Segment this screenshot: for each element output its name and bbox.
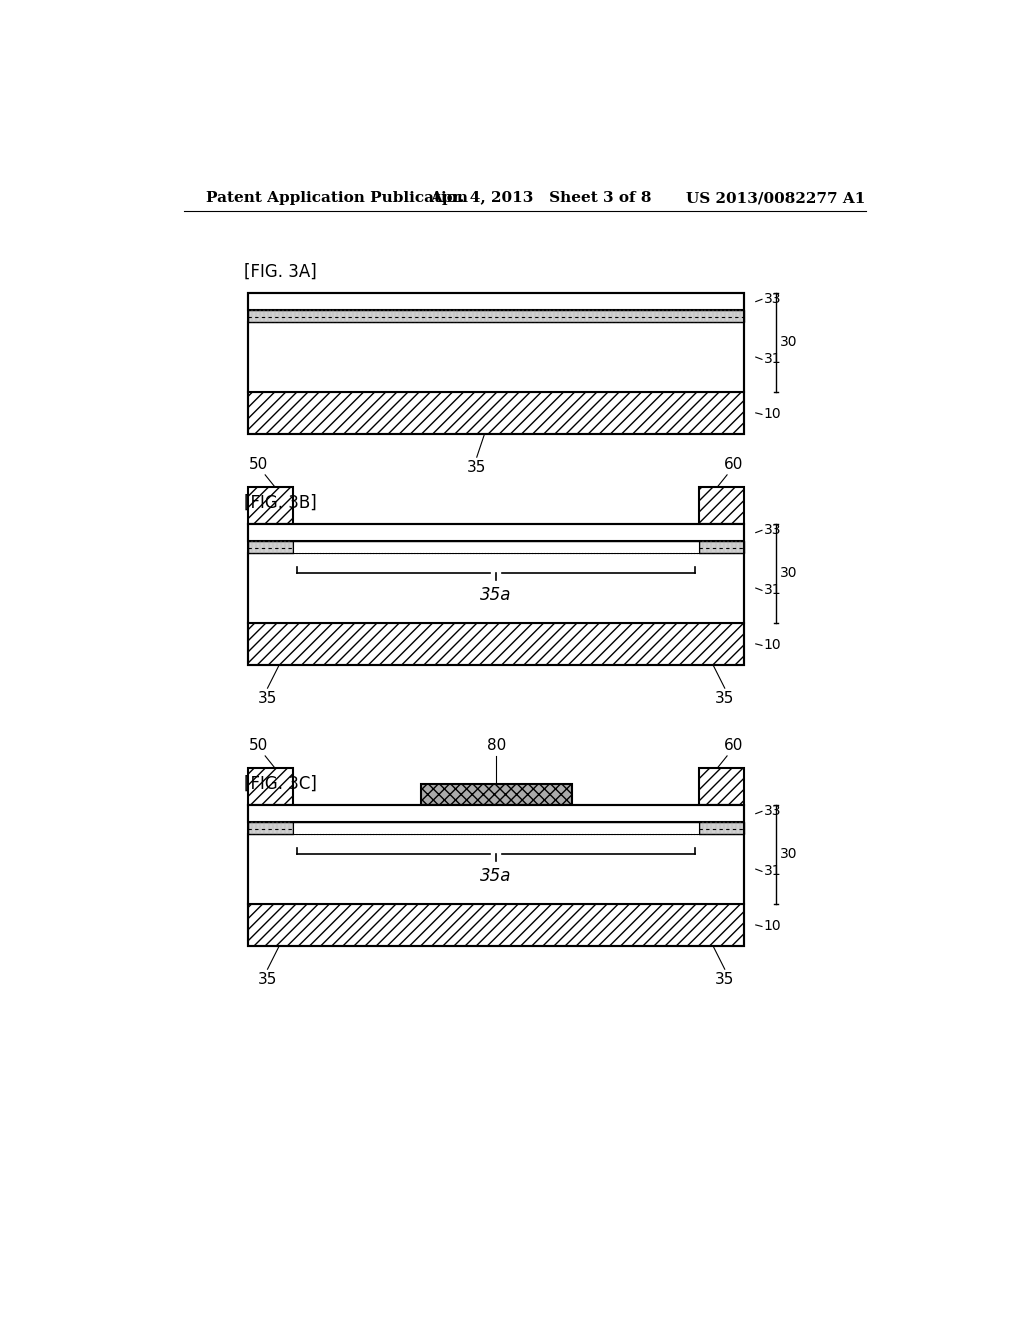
Bar: [248, 822, 293, 834]
Bar: [248, 487, 293, 524]
Text: 50: 50: [250, 738, 268, 752]
Bar: [248, 310, 744, 322]
Text: [FIG. 3C]: [FIG. 3C]: [245, 775, 317, 792]
Text: 31: 31: [764, 865, 781, 878]
Bar: [248, 322, 744, 392]
Text: 60: 60: [724, 457, 743, 471]
Bar: [248, 293, 744, 310]
Text: 30: 30: [779, 847, 798, 862]
Text: 35: 35: [715, 692, 734, 706]
Bar: [248, 805, 744, 946]
Text: 30: 30: [779, 566, 798, 581]
Text: 33: 33: [764, 523, 781, 537]
Text: 60: 60: [724, 738, 743, 752]
Bar: [293, 541, 699, 553]
Bar: [248, 392, 744, 434]
Text: US 2013/0082277 A1: US 2013/0082277 A1: [686, 191, 865, 206]
Bar: [248, 805, 744, 822]
Text: 35: 35: [258, 692, 278, 706]
Text: 35: 35: [258, 973, 278, 987]
Text: 33: 33: [764, 804, 781, 818]
Bar: [248, 623, 744, 665]
Text: 30: 30: [779, 335, 798, 350]
Bar: [293, 822, 699, 834]
Bar: [248, 293, 744, 434]
Text: 10: 10: [764, 408, 781, 421]
Text: [FIG. 3B]: [FIG. 3B]: [245, 494, 317, 512]
Bar: [699, 487, 744, 524]
Bar: [248, 524, 744, 541]
Text: Apr. 4, 2013   Sheet 3 of 8: Apr. 4, 2013 Sheet 3 of 8: [430, 191, 651, 206]
Text: 31: 31: [764, 583, 781, 598]
Bar: [248, 524, 744, 665]
Text: 33: 33: [764, 292, 781, 306]
Bar: [248, 834, 744, 904]
Bar: [248, 904, 744, 946]
Bar: [699, 822, 744, 834]
Text: [FIG. 3A]: [FIG. 3A]: [245, 263, 317, 281]
Bar: [421, 784, 571, 805]
Text: 35: 35: [715, 973, 734, 987]
Bar: [699, 541, 744, 553]
Bar: [248, 541, 293, 553]
Text: 10: 10: [764, 639, 781, 652]
Text: 35a: 35a: [480, 867, 512, 884]
Text: 50: 50: [250, 457, 268, 471]
Bar: [699, 768, 744, 805]
Bar: [248, 768, 293, 805]
Text: 80: 80: [486, 738, 506, 752]
Text: 35a: 35a: [480, 586, 512, 605]
Text: 35: 35: [467, 461, 486, 475]
Text: 10: 10: [764, 920, 781, 933]
Text: Patent Application Publication: Patent Application Publication: [206, 191, 468, 206]
Bar: [248, 553, 744, 623]
Text: 31: 31: [764, 352, 781, 367]
